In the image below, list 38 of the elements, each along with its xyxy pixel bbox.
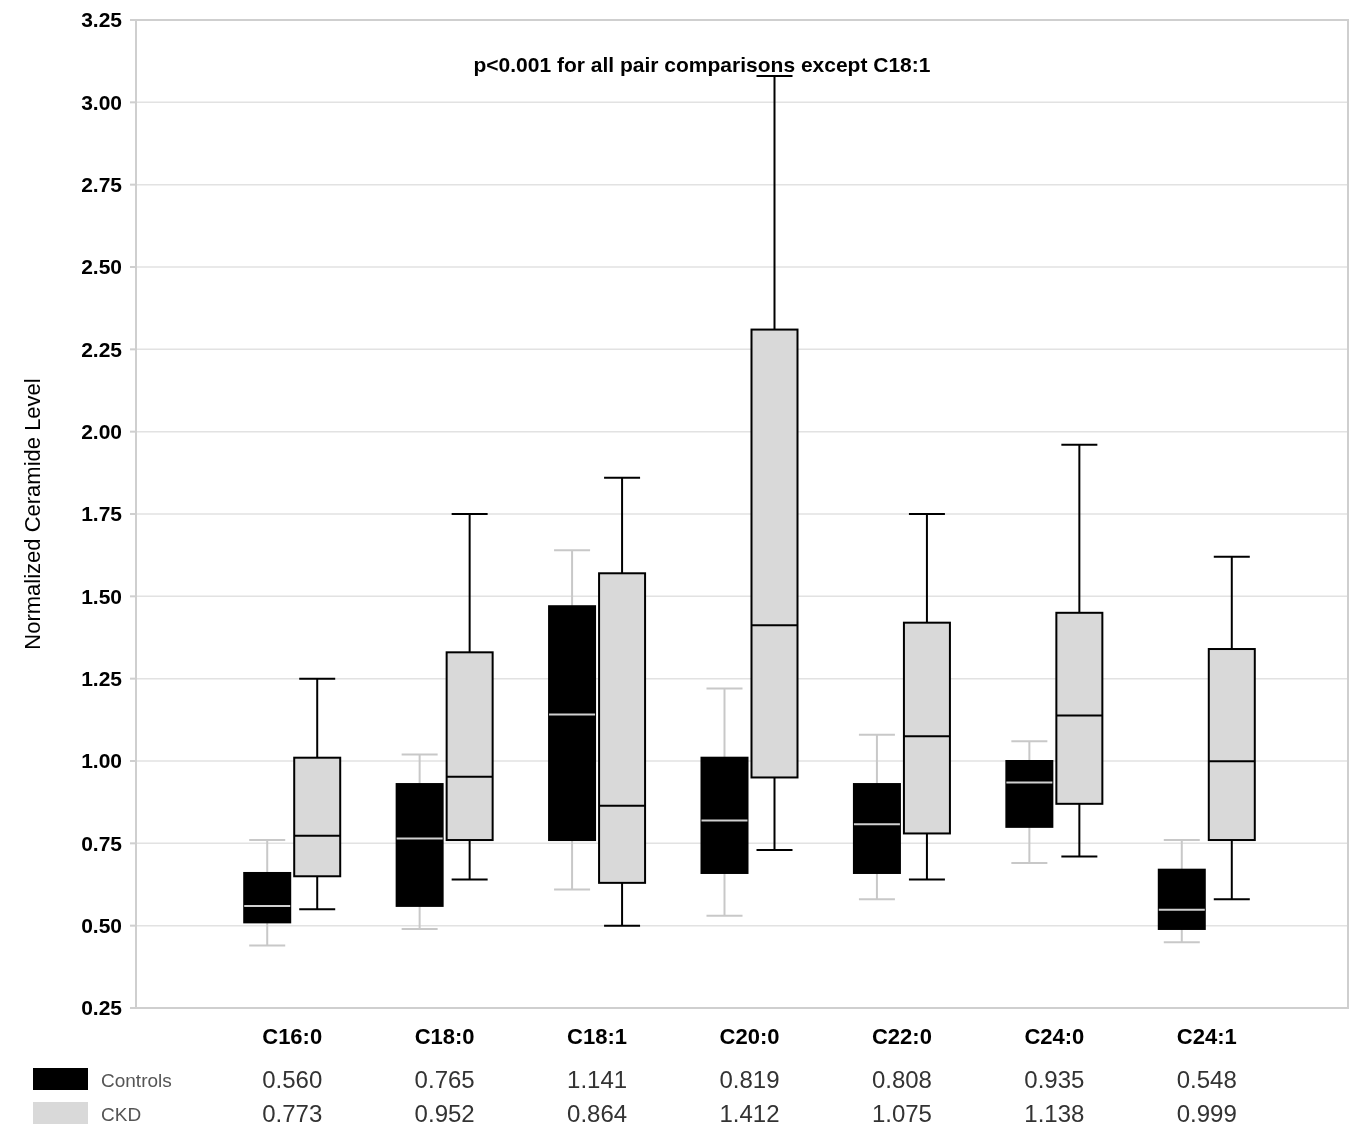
y-axis-title: Normalized Ceramide Level: [20, 378, 45, 650]
text: 0.548: [1176, 1066, 1237, 1094]
text: 0.808: [871, 1066, 932, 1094]
text: 0.999: [1176, 1100, 1237, 1128]
y-tick-label: 2.75: [81, 173, 123, 197]
y-tick-label: 1.00: [81, 749, 122, 773]
x-tick-label: C24:1: [1176, 1024, 1237, 1049]
legend-label: CKD: [101, 1103, 142, 1125]
y-tick-label: 0.25: [81, 996, 123, 1020]
y-tick-label: 3.00: [81, 90, 122, 114]
text: 1.141: [567, 1066, 628, 1094]
text: 0.773: [262, 1100, 323, 1128]
y-tick-label: 0.50: [81, 914, 122, 938]
y-tick-label: 2.50: [81, 255, 122, 279]
y-tick-label: 0.75: [81, 831, 123, 855]
x-tick-label: C22:0: [871, 1024, 932, 1049]
x-tick-label: C16:0: [262, 1024, 323, 1049]
x-tick-label: C24:0: [1024, 1024, 1085, 1049]
y-tick-label: 3.25: [81, 8, 123, 32]
x-tick-label: C18:1: [567, 1024, 628, 1049]
legend-label: Controls: [101, 1069, 172, 1091]
x-tick-label: C20:0: [719, 1024, 780, 1049]
x-tick-label: C18:0: [414, 1024, 475, 1049]
text: 0.765: [414, 1066, 475, 1094]
text: 0.819: [719, 1066, 780, 1094]
text: 0.864: [567, 1100, 628, 1128]
text: 1.138: [1024, 1100, 1085, 1128]
y-tick-label: 2.25: [81, 337, 123, 361]
y-tick-label: 1.25: [81, 667, 123, 691]
text: 1.075: [871, 1100, 932, 1128]
annotation: p<0.001 for all pair comparisons except C18:1: [473, 53, 931, 76]
text: 0.952: [414, 1100, 475, 1128]
text: 1.412: [719, 1100, 780, 1128]
text: 0.935: [1024, 1066, 1085, 1094]
y-tick-label: 1.75: [81, 502, 123, 526]
y-tick-label: 2.00: [81, 420, 122, 444]
y-tick-label: 1.50: [81, 584, 122, 608]
text: 0.560: [262, 1066, 323, 1094]
